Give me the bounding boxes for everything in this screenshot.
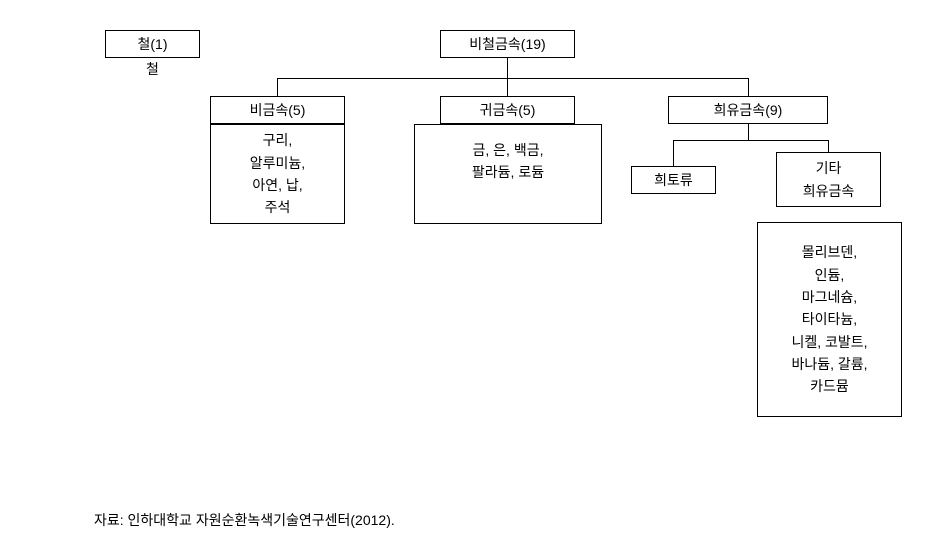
node-label: 구리, 알루미늄, 아연, 납, 주석: [250, 129, 305, 219]
source-text: 자료: 인하대학교 자원순환녹색기술연구센터(2012).: [94, 512, 395, 528]
node-rareearth-header: 희토류: [631, 166, 716, 194]
node-iron-header: 철(1): [105, 30, 200, 58]
node-nonmetal-content: 구리, 알루미늄, 아연, 납, 주석: [210, 124, 345, 224]
connector: [507, 78, 508, 96]
diagram-canvas: 철(1) 철 비철금속(19) 비금속(5) 구리, 알루미늄, 아연, 납, …: [0, 0, 951, 552]
connector: [277, 78, 278, 96]
node-label: 희유금속(9): [714, 99, 783, 121]
connector: [277, 78, 748, 79]
connector: [673, 140, 829, 141]
node-label: 몰리브덴, 인듐, 마그네슘, 타이타늄, 니켈, 코발트, 바나듐, 갈륨, …: [791, 241, 867, 398]
node-label: 비철금속(19): [469, 33, 545, 55]
connector: [748, 124, 749, 140]
node-nonmetal-header: 비금속(5): [210, 96, 345, 124]
node-nonferrous-header: 비철금속(19): [440, 30, 575, 58]
node-label: 귀금속(5): [480, 99, 536, 121]
node-precious-content: 금, 은, 백금, 팔라듐, 로듐: [414, 124, 602, 224]
node-otherrare-header: 기타 희유금속: [776, 152, 881, 207]
node-label: 희토류: [654, 169, 693, 191]
source-note: 자료: 인하대학교 자원순환녹색기술연구센터(2012).: [94, 510, 395, 530]
connector: [507, 58, 508, 78]
node-label: 기타 희유금속: [803, 157, 855, 202]
connector: [673, 140, 674, 166]
connector: [748, 78, 749, 96]
node-otherrare-content: 몰리브덴, 인듐, 마그네슘, 타이타늄, 니켈, 코발트, 바나듐, 갈륨, …: [757, 222, 902, 417]
node-label: 철(1): [138, 33, 168, 55]
node-rare-header: 희유금속(9): [668, 96, 828, 124]
connector: [828, 140, 829, 152]
node-label: 금, 은, 백금, 팔라듐, 로듐: [472, 139, 544, 184]
node-iron-content: 철: [105, 58, 200, 82]
node-precious-header: 귀금속(5): [440, 96, 575, 124]
node-label: 철: [146, 61, 159, 77]
node-label: 비금속(5): [250, 99, 306, 121]
